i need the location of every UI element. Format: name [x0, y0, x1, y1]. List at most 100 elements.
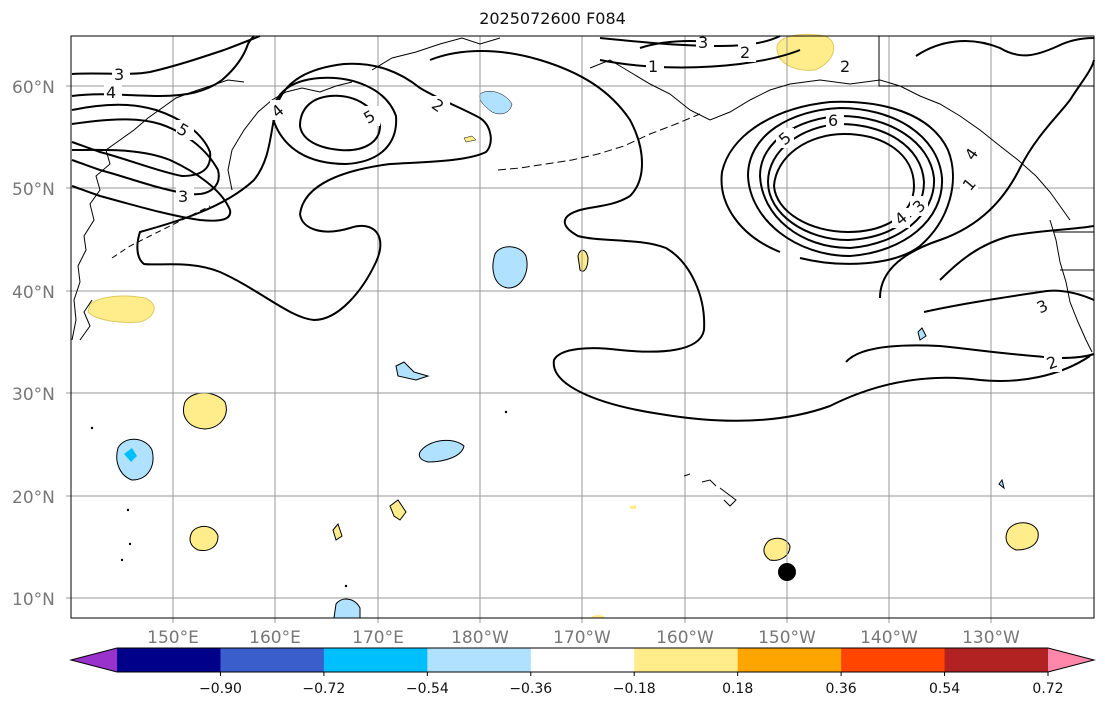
colorbar-segment	[427, 648, 532, 672]
positive-anomaly-patch	[763, 537, 791, 561]
contour-label: 1	[648, 57, 658, 76]
contour-label: 2	[840, 57, 850, 76]
lon-label: 160°E	[249, 628, 301, 648]
island-dot	[128, 542, 132, 546]
contour-line	[766, 122, 926, 242]
negative-anomaly-patch	[917, 327, 927, 341]
contour-labels: 3 4 5 3 5 4 2 2 1 3 2 6 5 4 3 1 4 3 2	[104, 33, 1062, 373]
storm-position-marker	[778, 563, 796, 581]
negative-anomaly-patch	[395, 361, 430, 381]
island-dot	[90, 426, 94, 430]
colorbar-segment	[737, 648, 842, 672]
positive-anomaly-patch	[389, 499, 407, 521]
contour-line	[71, 148, 232, 222]
island-dot	[344, 584, 348, 588]
contour-line	[915, 37, 1095, 57]
contour-line	[71, 35, 255, 98]
latitude-labels: 10°N 20°N 30°N 40°N 50°N 60°N	[12, 78, 55, 610]
lat-label: 40°N	[12, 283, 55, 303]
colorbar-tick-label: 0.18	[722, 681, 753, 697]
colorbar-segment	[841, 648, 946, 672]
bering-coastline	[371, 37, 501, 71]
colorbar-tick-label: 0.54	[929, 681, 960, 697]
negative-anomaly-patch	[333, 598, 361, 619]
coastlines	[71, 36, 1094, 588]
colorbar-tick-label: 0.72	[1032, 681, 1063, 697]
colorbar-segment	[530, 648, 635, 672]
lon-label: 170°E	[352, 628, 404, 648]
colorbar-tick-label: −0.36	[509, 681, 552, 697]
map-graticule	[66, 36, 1094, 623]
colorbar-segment	[220, 648, 325, 672]
contour-lines	[71, 35, 1095, 422]
contour-label: 6	[828, 111, 838, 130]
contour-line	[758, 114, 936, 250]
negative-anomaly-patch	[998, 478, 1005, 490]
contour-line	[879, 59, 1095, 299]
contour-line	[772, 132, 916, 234]
colorbar-segment	[117, 648, 221, 672]
positive-anomaly-patch	[776, 33, 835, 71]
japan-coastline	[79, 299, 93, 341]
colorbar: −0.90 −0.72 −0.54 −0.36 −0.18 0.18 0.36 0.54 0.7…	[69, 647, 1096, 697]
lon-label: 160°W	[656, 628, 714, 648]
island-dot	[120, 558, 124, 562]
colorbar-outline	[69, 647, 1096, 673]
anomaly-shading	[87, 33, 1039, 619]
colorbar-segment	[944, 648, 1049, 672]
contour-line	[599, 49, 801, 69]
lon-label: 150°W	[758, 628, 816, 648]
positive-anomaly-patch	[577, 249, 589, 272]
alaska-boundary	[878, 36, 1094, 87]
positive-anomaly-patch	[332, 522, 343, 541]
contour-line	[746, 106, 944, 258]
contour-label: 2	[740, 43, 750, 62]
strong-negative-anomaly-patch	[124, 448, 137, 462]
positive-anomaly-patch	[189, 526, 219, 551]
longitude-labels: 150°E 160°E 170°E 180°W 170°W 160°W 150°…	[147, 628, 1020, 648]
lon-label: 180°W	[451, 628, 509, 648]
contour-line	[136, 62, 492, 322]
kamchatka-coastline	[227, 81, 353, 191]
contour-label: 3	[114, 65, 124, 84]
map-title: 2025072600 F084	[479, 9, 626, 28]
contour-line	[71, 103, 212, 178]
lon-label: 130°W	[962, 628, 1020, 648]
contour-label: 4	[106, 83, 116, 102]
colorbar-extend-max	[1048, 648, 1094, 672]
negative-anomaly-patch	[479, 91, 513, 115]
contour-line	[71, 118, 220, 196]
negative-anomaly-patch	[116, 438, 154, 481]
lat-label: 50°N	[12, 180, 55, 200]
na-coastline	[1049, 219, 1093, 353]
lat-label: 10°N	[12, 590, 55, 610]
contour-line	[720, 100, 954, 265]
colorbar-tick-label: 0.36	[826, 681, 857, 697]
island-dot	[504, 410, 508, 414]
aleutian-islands	[497, 113, 701, 171]
hawaii-islands	[683, 473, 737, 507]
positive-anomaly-patch	[463, 135, 477, 143]
contour-line	[270, 76, 398, 166]
positive-anomaly-patch	[183, 392, 227, 430]
contour-line	[939, 225, 1095, 281]
lon-label: 170°W	[553, 628, 611, 648]
colorbar-tick-label: −0.90	[199, 681, 242, 697]
contour-label: 3	[698, 33, 708, 52]
contour-line	[599, 35, 781, 48]
contour-line	[845, 344, 1095, 363]
island-dot	[126, 508, 130, 512]
lon-label: 150°E	[147, 628, 199, 648]
negative-anomaly-patch	[418, 439, 465, 463]
positive-anomaly-patch	[630, 505, 636, 509]
contour-line	[71, 35, 261, 75]
colorbar-segment	[634, 648, 739, 672]
contour-line	[429, 50, 1091, 422]
bc-boundary	[1054, 231, 1094, 271]
alaska-coastline	[589, 59, 1071, 221]
colorbar-tick-label: −0.54	[406, 681, 449, 697]
colorbar-extend-min	[71, 648, 117, 672]
lon-label: 140°W	[860, 628, 918, 648]
lat-label: 60°N	[12, 78, 55, 98]
